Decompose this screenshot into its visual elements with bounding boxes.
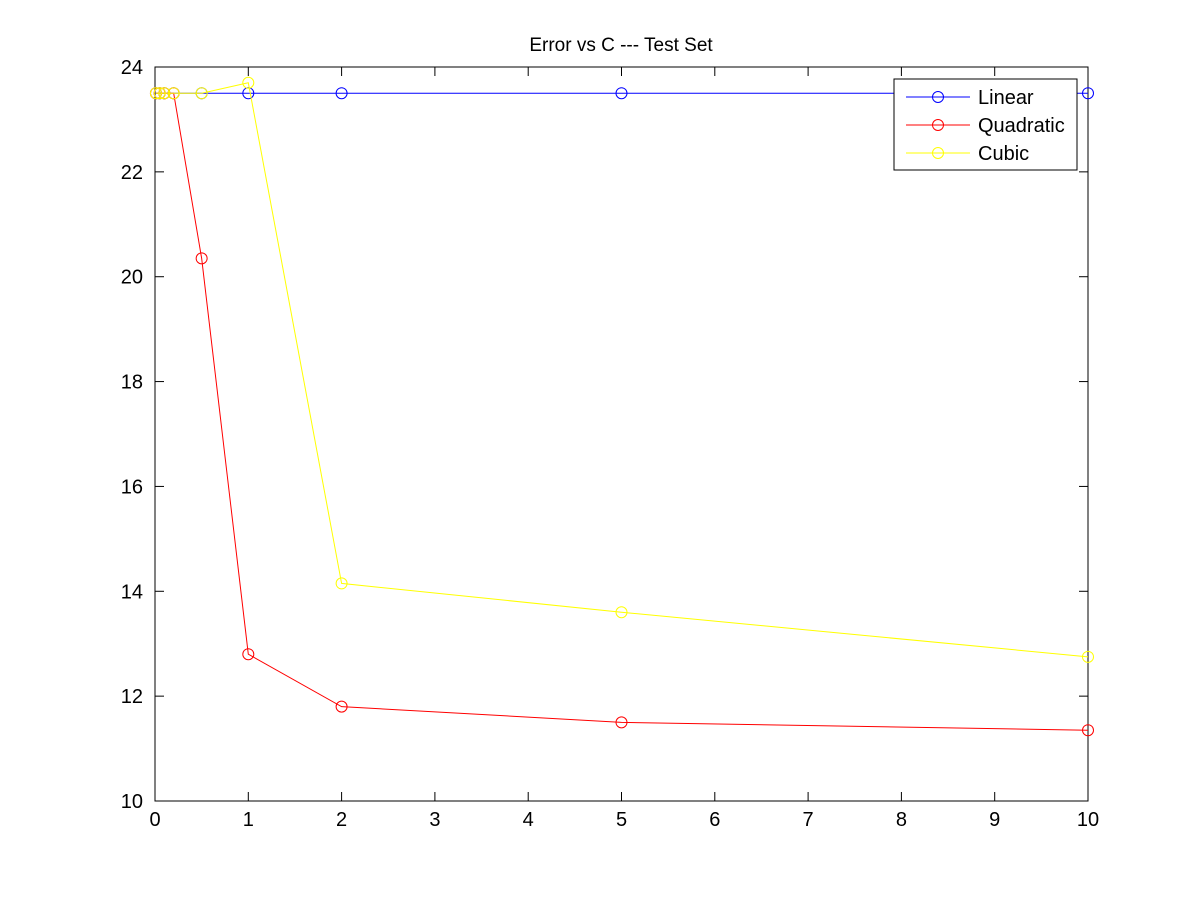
x-tick-label: 0 — [149, 809, 160, 831]
x-tick-label: 5 — [616, 809, 627, 831]
cubic-point — [1082, 650, 1094, 663]
quadratic-point — [195, 252, 208, 265]
y-tick-label: 12 — [121, 686, 143, 708]
cubic-point — [158, 87, 171, 100]
linear-point — [615, 87, 628, 100]
x-tick-label: 9 — [989, 809, 1000, 831]
quadratic-point — [615, 716, 628, 729]
series-layer — [149, 76, 1094, 737]
cubic-point — [167, 87, 180, 100]
legend-cubic-label: Cubic — [978, 143, 1029, 165]
quadratic-point — [335, 700, 348, 713]
cubic-point — [242, 76, 255, 89]
legend-linear-label: Linear — [978, 87, 1034, 109]
y-tick-label: 22 — [121, 162, 143, 184]
cubic-point — [335, 577, 348, 590]
x-tick-label: 8 — [896, 809, 907, 831]
series-cubic — [149, 76, 1094, 663]
x-tick-label: 10 — [1077, 809, 1099, 831]
y-tick-label: 10 — [121, 791, 143, 813]
linear-point — [335, 87, 348, 100]
x-tick-label: 3 — [429, 809, 440, 831]
y-tick-label: 20 — [121, 267, 143, 289]
plot-area — [154, 66, 1089, 802]
linear-point — [1082, 87, 1094, 100]
legend-linear-marker — [932, 91, 944, 103]
legend-cubic-marker — [932, 147, 944, 159]
legend-quadratic-label: Quadratic — [978, 115, 1065, 137]
y-tick-label: 14 — [121, 581, 143, 603]
x-tick-label: 1 — [243, 809, 254, 831]
legend: Linear Quadratic Cubic — [893, 78, 1078, 171]
linear-point — [242, 87, 255, 100]
x-tick-label: 7 — [803, 809, 814, 831]
quadratic-point — [1082, 724, 1094, 737]
x-tick-label: 6 — [709, 809, 720, 831]
quadratic-point — [242, 648, 255, 661]
legend-quadratic-marker — [932, 119, 944, 131]
x-tick-label: 2 — [336, 809, 347, 831]
cubic-point — [149, 87, 162, 100]
y-tick-label: 18 — [121, 372, 143, 394]
y-tick-label: 16 — [121, 476, 143, 498]
x-tick-label: 4 — [523, 809, 534, 831]
cubic-point — [615, 606, 628, 619]
cubic-point — [195, 87, 208, 100]
chart-title: Error vs C --- Test Set — [529, 35, 713, 56]
y-tick-label: 24 — [121, 57, 143, 79]
cubic-point — [153, 87, 166, 100]
